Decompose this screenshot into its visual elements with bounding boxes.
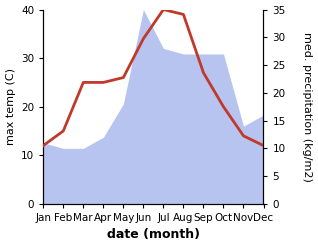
Y-axis label: med. precipitation (kg/m2): med. precipitation (kg/m2) bbox=[302, 32, 313, 182]
Y-axis label: max temp (C): max temp (C) bbox=[5, 68, 16, 145]
X-axis label: date (month): date (month) bbox=[107, 228, 200, 242]
